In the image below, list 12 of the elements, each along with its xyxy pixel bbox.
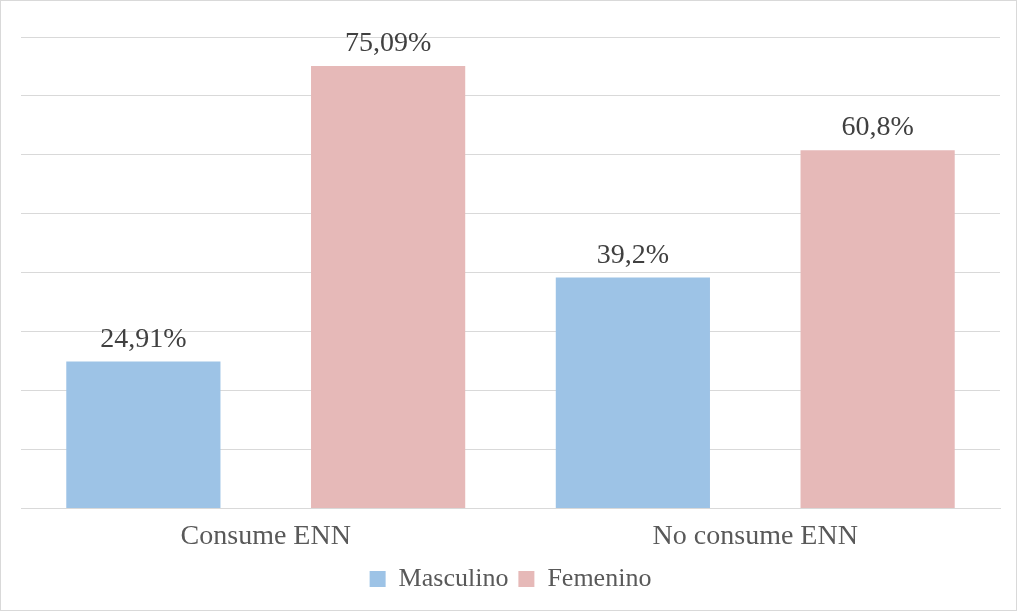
data-label: 24,91%	[100, 321, 187, 353]
legend-label: Masculino	[398, 562, 509, 592]
bar	[800, 150, 955, 508]
data-label: 75,09%	[344, 26, 432, 58]
x-tick-label: Consume ENN	[180, 518, 351, 550]
legend-label: Femenino	[547, 562, 652, 592]
bar	[66, 361, 221, 508]
bar	[311, 65, 466, 508]
x-tick-label: No consume ENN	[652, 518, 858, 550]
bar	[555, 277, 710, 508]
data-label: 60,8%	[841, 110, 914, 142]
data-label: 39,2%	[596, 237, 670, 269]
